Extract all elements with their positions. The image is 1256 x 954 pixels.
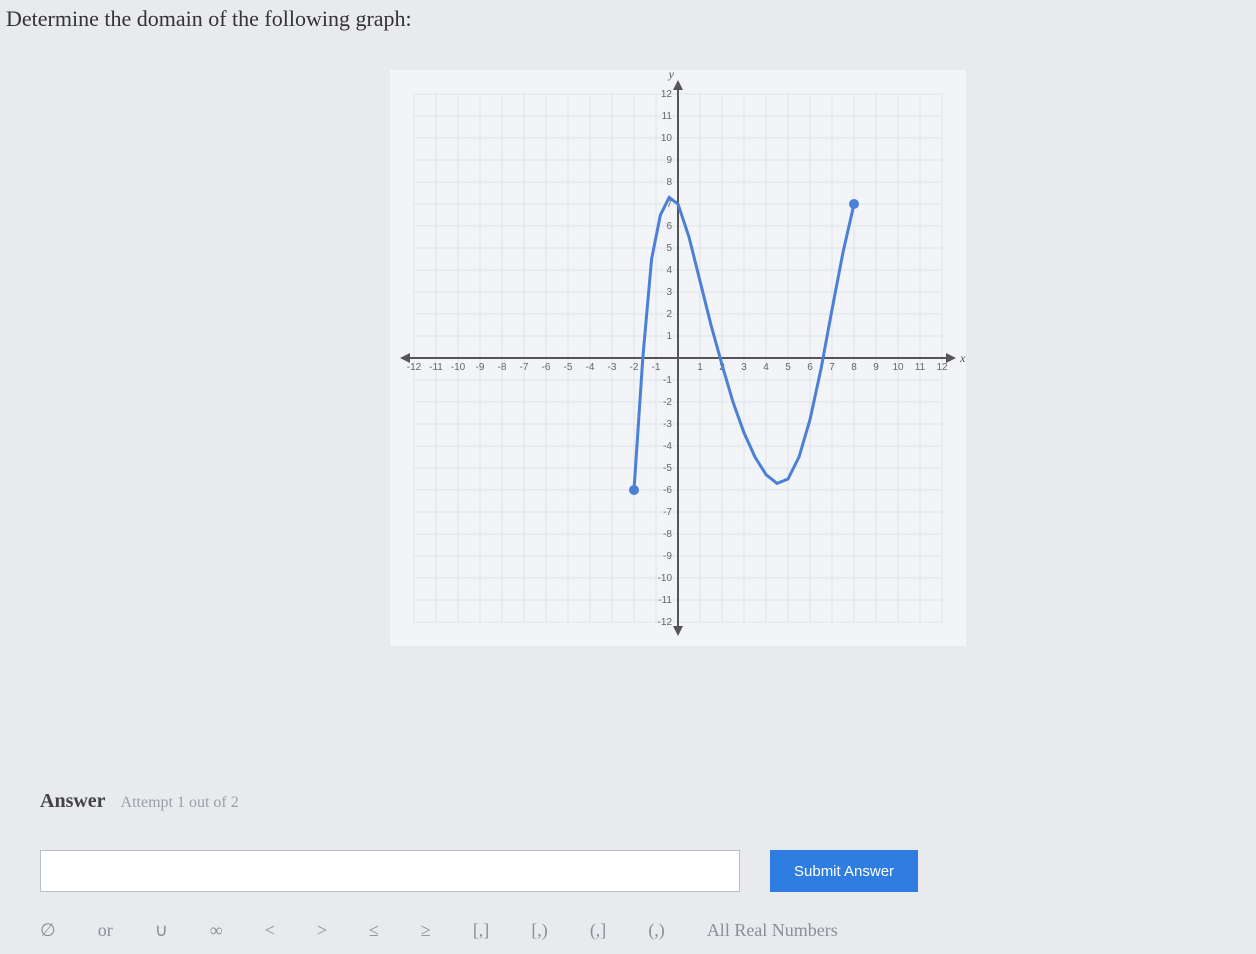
question-prompt: Determine the domain of the following gr… — [6, 6, 412, 32]
svg-text:-10: -10 — [451, 362, 466, 373]
svg-text:8: 8 — [666, 177, 672, 188]
svg-text:-9: -9 — [663, 551, 672, 562]
svg-text:-1: -1 — [663, 375, 672, 386]
symbol-le[interactable]: ≤ — [369, 920, 379, 941]
svg-text:7: 7 — [829, 362, 835, 373]
svg-text:6: 6 — [807, 362, 813, 373]
svg-text:9: 9 — [873, 362, 879, 373]
svg-text:-4: -4 — [663, 441, 672, 452]
symbol-ge[interactable]: ≥ — [421, 920, 431, 941]
answer-input-row: Submit Answer — [40, 850, 918, 892]
svg-text:-6: -6 — [542, 362, 551, 373]
svg-text:11: 11 — [915, 362, 926, 373]
svg-text:1: 1 — [666, 331, 672, 342]
svg-text:-8: -8 — [663, 529, 672, 540]
svg-text:5: 5 — [785, 362, 791, 373]
symbol-toolbar: ∅ or ∪ ∞ < > ≤ ≥ [,] [,) (,] (,) All Rea… — [40, 920, 838, 941]
symbol-infinity[interactable]: ∞ — [210, 920, 223, 941]
svg-text:5: 5 — [666, 243, 672, 254]
answer-input[interactable] — [40, 850, 740, 892]
svg-text:12: 12 — [936, 362, 948, 373]
svg-text:-10: -10 — [658, 573, 673, 584]
symbol-or[interactable]: or — [98, 920, 113, 941]
svg-text:-4: -4 — [586, 362, 595, 373]
svg-text:12: 12 — [661, 89, 673, 100]
svg-text:11: 11 — [662, 111, 673, 122]
svg-text:-5: -5 — [564, 362, 573, 373]
svg-text:-11: -11 — [429, 362, 443, 373]
svg-text:-12: -12 — [407, 362, 422, 373]
svg-text:10: 10 — [661, 133, 673, 144]
svg-text:-11: -11 — [658, 595, 672, 606]
attempt-text: Attempt 1 out of 2 — [121, 794, 239, 811]
svg-text:-5: -5 — [663, 463, 672, 474]
submit-button[interactable]: Submit Answer — [770, 850, 918, 892]
interval-open-open[interactable]: (,) — [648, 920, 665, 941]
svg-text:4: 4 — [763, 362, 769, 373]
svg-text:2: 2 — [666, 309, 672, 320]
symbol-empty-set[interactable]: ∅ — [40, 920, 56, 941]
svg-text:3: 3 — [741, 362, 747, 373]
svg-text:-2: -2 — [630, 362, 639, 373]
interval-closed-open[interactable]: [,) — [531, 920, 548, 941]
svg-text:9: 9 — [666, 155, 672, 166]
svg-text:-1: -1 — [652, 362, 661, 373]
interval-closed-closed[interactable]: [,] — [473, 920, 490, 941]
svg-text:-6: -6 — [663, 485, 672, 496]
svg-text:y: y — [668, 70, 675, 81]
svg-text:-3: -3 — [608, 362, 617, 373]
svg-text:6: 6 — [666, 221, 672, 232]
svg-text:-7: -7 — [520, 362, 529, 373]
answer-label: Answer — [40, 790, 106, 812]
graph-container: -12-11-10-9-8-7-6-5-4-3-2-11234567891011… — [390, 70, 966, 646]
svg-text:-3: -3 — [663, 419, 672, 430]
svg-text:3: 3 — [666, 287, 672, 298]
svg-text:8: 8 — [851, 362, 857, 373]
answer-header: Answer Attempt 1 out of 2 — [40, 790, 239, 813]
symbol-lt[interactable]: < — [265, 920, 275, 941]
svg-text:10: 10 — [892, 362, 904, 373]
svg-text:-9: -9 — [476, 362, 485, 373]
svg-text:-12: -12 — [658, 617, 673, 628]
graph-svg: -12-11-10-9-8-7-6-5-4-3-2-11234567891011… — [390, 70, 966, 646]
svg-text:1: 1 — [697, 362, 703, 373]
symbol-gt[interactable]: > — [317, 920, 327, 941]
svg-text:-8: -8 — [498, 362, 507, 373]
svg-text:-7: -7 — [663, 507, 672, 518]
interval-open-closed[interactable]: (,] — [590, 920, 607, 941]
symbol-all-reals[interactable]: All Real Numbers — [707, 920, 838, 941]
svg-text:-2: -2 — [663, 397, 672, 408]
svg-text:4: 4 — [666, 265, 672, 276]
svg-text:x: x — [959, 351, 966, 365]
symbol-union[interactable]: ∪ — [155, 920, 168, 941]
